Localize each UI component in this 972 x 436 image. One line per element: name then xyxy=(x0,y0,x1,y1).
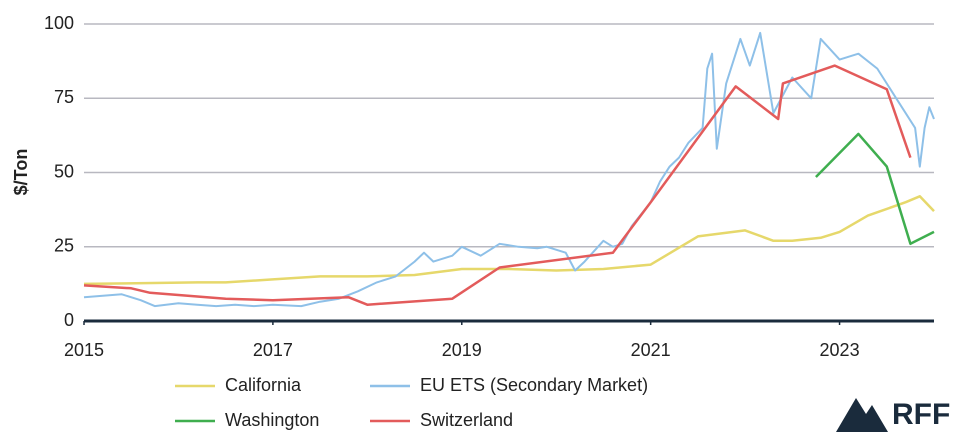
legend-label: Switzerland xyxy=(420,410,513,430)
legend-label: EU ETS (Secondary Market) xyxy=(420,375,648,395)
y-tick-label: 75 xyxy=(54,87,74,107)
y-tick-label: 25 xyxy=(54,236,74,256)
line xyxy=(83,31,935,308)
x-tick-label: 2015 xyxy=(64,340,104,360)
line xyxy=(815,132,935,246)
y-axis-title: $/Ton xyxy=(11,149,31,196)
line xyxy=(83,195,935,286)
x-tick-label: 2019 xyxy=(442,340,482,360)
y-tick-label: 100 xyxy=(44,13,74,33)
x-tick-label: 2023 xyxy=(820,340,860,360)
x-tick-label: 2017 xyxy=(253,340,293,360)
logo-text: RFF xyxy=(892,398,950,431)
line xyxy=(83,64,912,306)
logo-icon xyxy=(836,398,888,432)
y-tick-label: 50 xyxy=(54,161,74,181)
legend-label: Washington xyxy=(225,410,319,430)
x-tick-label: 2021 xyxy=(631,340,671,360)
logo: RFF xyxy=(836,398,950,432)
legend-label: California xyxy=(225,375,302,395)
y-tick-label: 0 xyxy=(64,310,74,330)
